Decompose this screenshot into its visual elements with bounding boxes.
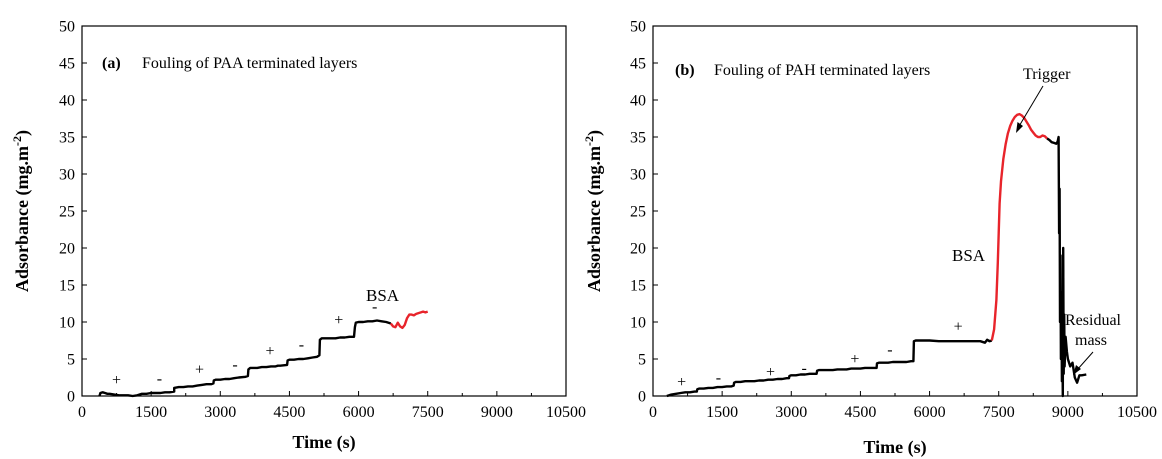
panel-b-x-tick-label: 9000	[1052, 404, 1084, 421]
panel-b-trigger-arrow	[1017, 85, 1044, 129]
panel-b-x-tick-label: 3000	[775, 404, 807, 421]
panel-b-description: Fouling of PAH terminated layers	[714, 62, 930, 79]
panel-a-x-tick-label: 7500	[412, 404, 444, 421]
panel-b-y-tick-label: 50	[630, 19, 646, 36]
panel-a-series	[98, 310, 429, 398]
panel-a-minus-label: -	[157, 370, 162, 387]
panel-a-y-tick-label: 0	[67, 389, 75, 406]
panel-a-y-tick-label: 15	[59, 278, 75, 295]
panel-a-x-tick-label: 3000	[204, 404, 236, 421]
panel-a-x-tick-label: 6000	[343, 404, 375, 421]
panel-a-y-tick-label: 5	[67, 352, 75, 369]
panel-b-trigger-label: Trigger	[1023, 66, 1071, 83]
panel-a-bsa-series-line-1	[389, 310, 429, 330]
panel-a-y-tick-label: 25	[59, 204, 75, 221]
panel-b-y-tick-label: 40	[630, 93, 646, 110]
panel-b-y-tick-label: 15	[630, 278, 646, 295]
panel-a-minus-label: -	[232, 356, 237, 373]
panel-b-x-tick-label: 1500	[706, 404, 738, 421]
panel-a-x-tick-label: 0	[78, 404, 86, 421]
panel-a-minus-label: -	[372, 299, 377, 316]
panel-a-plus-label: +	[334, 312, 343, 329]
panel-a-x-tick-label: 10500	[546, 404, 586, 421]
panel-b-y-tick-label: 10	[630, 315, 646, 332]
panel-a-plus-label: +	[112, 372, 121, 389]
panel-b-y-tick-label: 45	[630, 56, 646, 73]
panel-b-minus-label: -	[887, 342, 892, 359]
panel-a-x-tick-label: 4500	[273, 404, 305, 421]
panel-b-layer-series-line-0	[666, 338, 993, 398]
panel-b-x-tick-label: 4500	[844, 404, 876, 421]
panel-b-x-tick-label: 6000	[914, 404, 946, 421]
panel-a-y-tick-label: 10	[59, 315, 75, 332]
panel-b-x-ticks: 0 1500 3000 4500 6000 7500 9000 10500	[649, 391, 1157, 421]
panel-b-x-tick-label: 0	[649, 404, 657, 421]
panel-a-letter: (a)	[102, 55, 121, 72]
panel-b-series	[666, 112, 1087, 398]
panel-a-plus-label: +	[195, 362, 204, 379]
panel-a-y-tick-label: 50	[59, 19, 75, 36]
panel-b-letter: (b)	[675, 62, 695, 79]
panel-b-layer-series-line-2	[1046, 135, 1087, 398]
panel-b-annotations: + - + - + - +	[677, 319, 963, 392]
panel-b: 0 1500 3000 4500 6000 7500 9000 10500 0 5 10 15 20 2…	[582, 19, 1157, 459]
panel-b-bsa-label: BSA	[952, 246, 986, 265]
panel-b-y-ticks: 0 5 10 15 20 25 30 35 40 45 50	[630, 19, 658, 406]
panel-b-y-axis-title: Adsorbance (mg.m-2)	[582, 130, 605, 292]
panel-a-bsa-label: BSA	[366, 286, 400, 305]
panel-b-y-tick-label: 25	[630, 204, 646, 221]
panel-b-y-tick-label: 30	[630, 167, 646, 184]
panel-a-plot-frame	[81, 25, 567, 397]
panel-a-x-tick-label: 9000	[481, 404, 513, 421]
panel-b-x-axis-title: Time (s)	[863, 437, 926, 458]
panel-a: 0 1500 3000 4500 6000 7500 9000 10500 0 5 10 15 20 2…	[10, 19, 586, 454]
panel-b-x-tick-label: 7500	[983, 404, 1015, 421]
panel-b-residual-arrowhead	[1073, 365, 1081, 375]
panel-a-x-tick-label: 1500	[135, 404, 167, 421]
panel-a-plus-label: +	[266, 343, 275, 360]
panel-b-plus-label: +	[954, 319, 963, 336]
panel-a-x-ticks: 0 1500 3000 4500 6000 7500 9000 10500	[78, 391, 586, 421]
panel-a-description: Fouling of PAA terminated layers	[142, 55, 357, 72]
panel-a-layer-series-line-0	[98, 319, 392, 398]
panel-b-minus-label: -	[802, 360, 807, 377]
panel-b-y-tick-label: 0	[638, 389, 646, 406]
panel-a-y-tick-label: 45	[59, 56, 75, 73]
panel-a-y-ticks: 0 5 10 15 20 25 30 35 40 45 50	[59, 19, 87, 406]
panel-a-annotations: + - + - + - + -	[112, 299, 377, 389]
panel-b-plus-label: +	[766, 364, 775, 381]
panel-b-bsa-series-line-1	[990, 112, 1048, 341]
panel-b-residual-arrow	[1076, 351, 1094, 371]
panel-b-y-tick-label: 20	[630, 241, 646, 258]
panel-b-plus-label: +	[850, 351, 859, 368]
panel-b-minus-label: -	[716, 370, 721, 387]
panel-a-x-axis-title: Time (s)	[292, 432, 355, 453]
panel-a-y-tick-label: 30	[59, 167, 75, 184]
panel-b-plus-label: +	[677, 374, 686, 391]
panel-a-y-tick-label: 40	[59, 93, 75, 110]
panel-a-y-tick-label: 20	[59, 241, 75, 258]
panel-b-y-tick-label: 35	[630, 130, 646, 147]
panel-b-x-tick-label: 10500	[1117, 404, 1157, 421]
panel-b-y-tick-label: 5	[638, 352, 646, 369]
panel-b-trigger-arrowhead	[1016, 122, 1023, 133]
panel-a-y-tick-label: 35	[59, 130, 75, 147]
panel-b-residual-label-2: mass	[1075, 332, 1107, 349]
panel-a-y-axis-title: Adsorbance (mg.m-2)	[10, 130, 33, 292]
panel-b-residual-label-1: Residual	[1065, 312, 1122, 329]
panel-a-minus-label: -	[299, 336, 304, 353]
